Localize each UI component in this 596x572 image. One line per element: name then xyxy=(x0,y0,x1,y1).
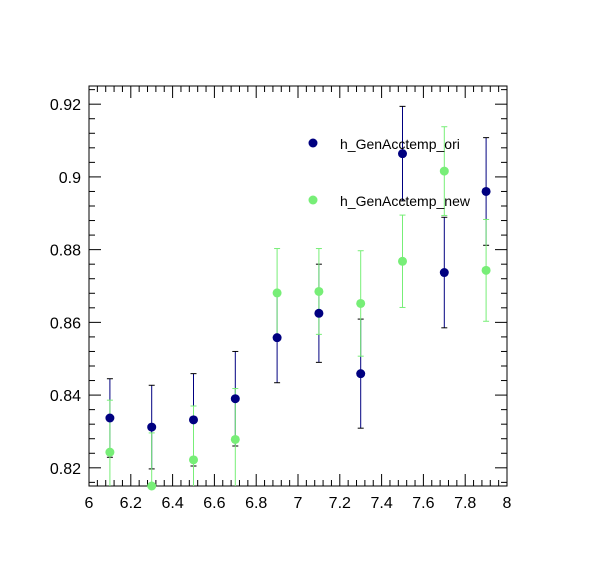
data-point xyxy=(272,288,282,298)
x-tick-label: 7.4 xyxy=(370,495,392,512)
y-tick-label: 0.84 xyxy=(50,388,81,405)
data-point xyxy=(230,394,240,404)
error-bars xyxy=(106,105,490,486)
legend-label-new: h_GenAcctemp_new xyxy=(340,193,471,209)
x-tick-label: 6.4 xyxy=(161,495,183,512)
x-tick-labels: 6 6.2 6.4 6.6 6.8 7 7.2 7.4 7.6 7.8 8 xyxy=(85,495,512,512)
x-tick-label: 7.8 xyxy=(454,495,476,512)
data-point xyxy=(398,149,407,159)
y-tick-label: 0.88 xyxy=(50,243,81,260)
x-tick-label: 8 xyxy=(503,495,512,512)
x-tick-label: 6 xyxy=(85,495,94,512)
y-tick-label: 0.82 xyxy=(50,461,81,478)
x-tick-label: 6.2 xyxy=(120,495,142,512)
y-tick-label: 0.86 xyxy=(50,315,81,332)
data-point xyxy=(398,256,407,266)
x-tick-label: 7.2 xyxy=(329,495,351,512)
x-tick-label: 7 xyxy=(294,495,303,512)
data-point xyxy=(105,447,115,457)
data-point xyxy=(439,268,449,278)
legend-marker-new xyxy=(308,195,318,205)
data-point xyxy=(356,369,366,379)
data-point xyxy=(481,265,491,275)
data-point xyxy=(105,413,115,423)
data-point xyxy=(314,308,324,318)
data-point xyxy=(189,455,198,465)
data-point xyxy=(230,434,240,444)
legend: h_GenAcctemp_ori h_GenAcctemp_new xyxy=(308,136,471,209)
data-point xyxy=(147,481,157,491)
y-tick-label: 0.9 xyxy=(59,170,81,187)
data-point xyxy=(481,186,491,196)
legend-label-ori: h_GenAcctemp_ori xyxy=(340,136,460,152)
y-tick-labels: 0.82 0.84 0.86 0.88 0.9 0.92 xyxy=(50,97,81,478)
y-tick-label: 0.92 xyxy=(50,97,81,114)
x-tick-label: 7.6 xyxy=(412,495,434,512)
data-point xyxy=(189,415,198,425)
data-point xyxy=(356,298,366,308)
data-points xyxy=(105,149,491,491)
data-point xyxy=(314,286,324,296)
x-tick-label: 6.6 xyxy=(203,495,225,512)
data-point xyxy=(272,333,282,343)
axis-ticks xyxy=(88,86,508,486)
data-point xyxy=(147,422,157,432)
legend-marker-ori xyxy=(308,138,318,148)
x-tick-label: 6.8 xyxy=(245,495,267,512)
data-point xyxy=(439,166,449,176)
